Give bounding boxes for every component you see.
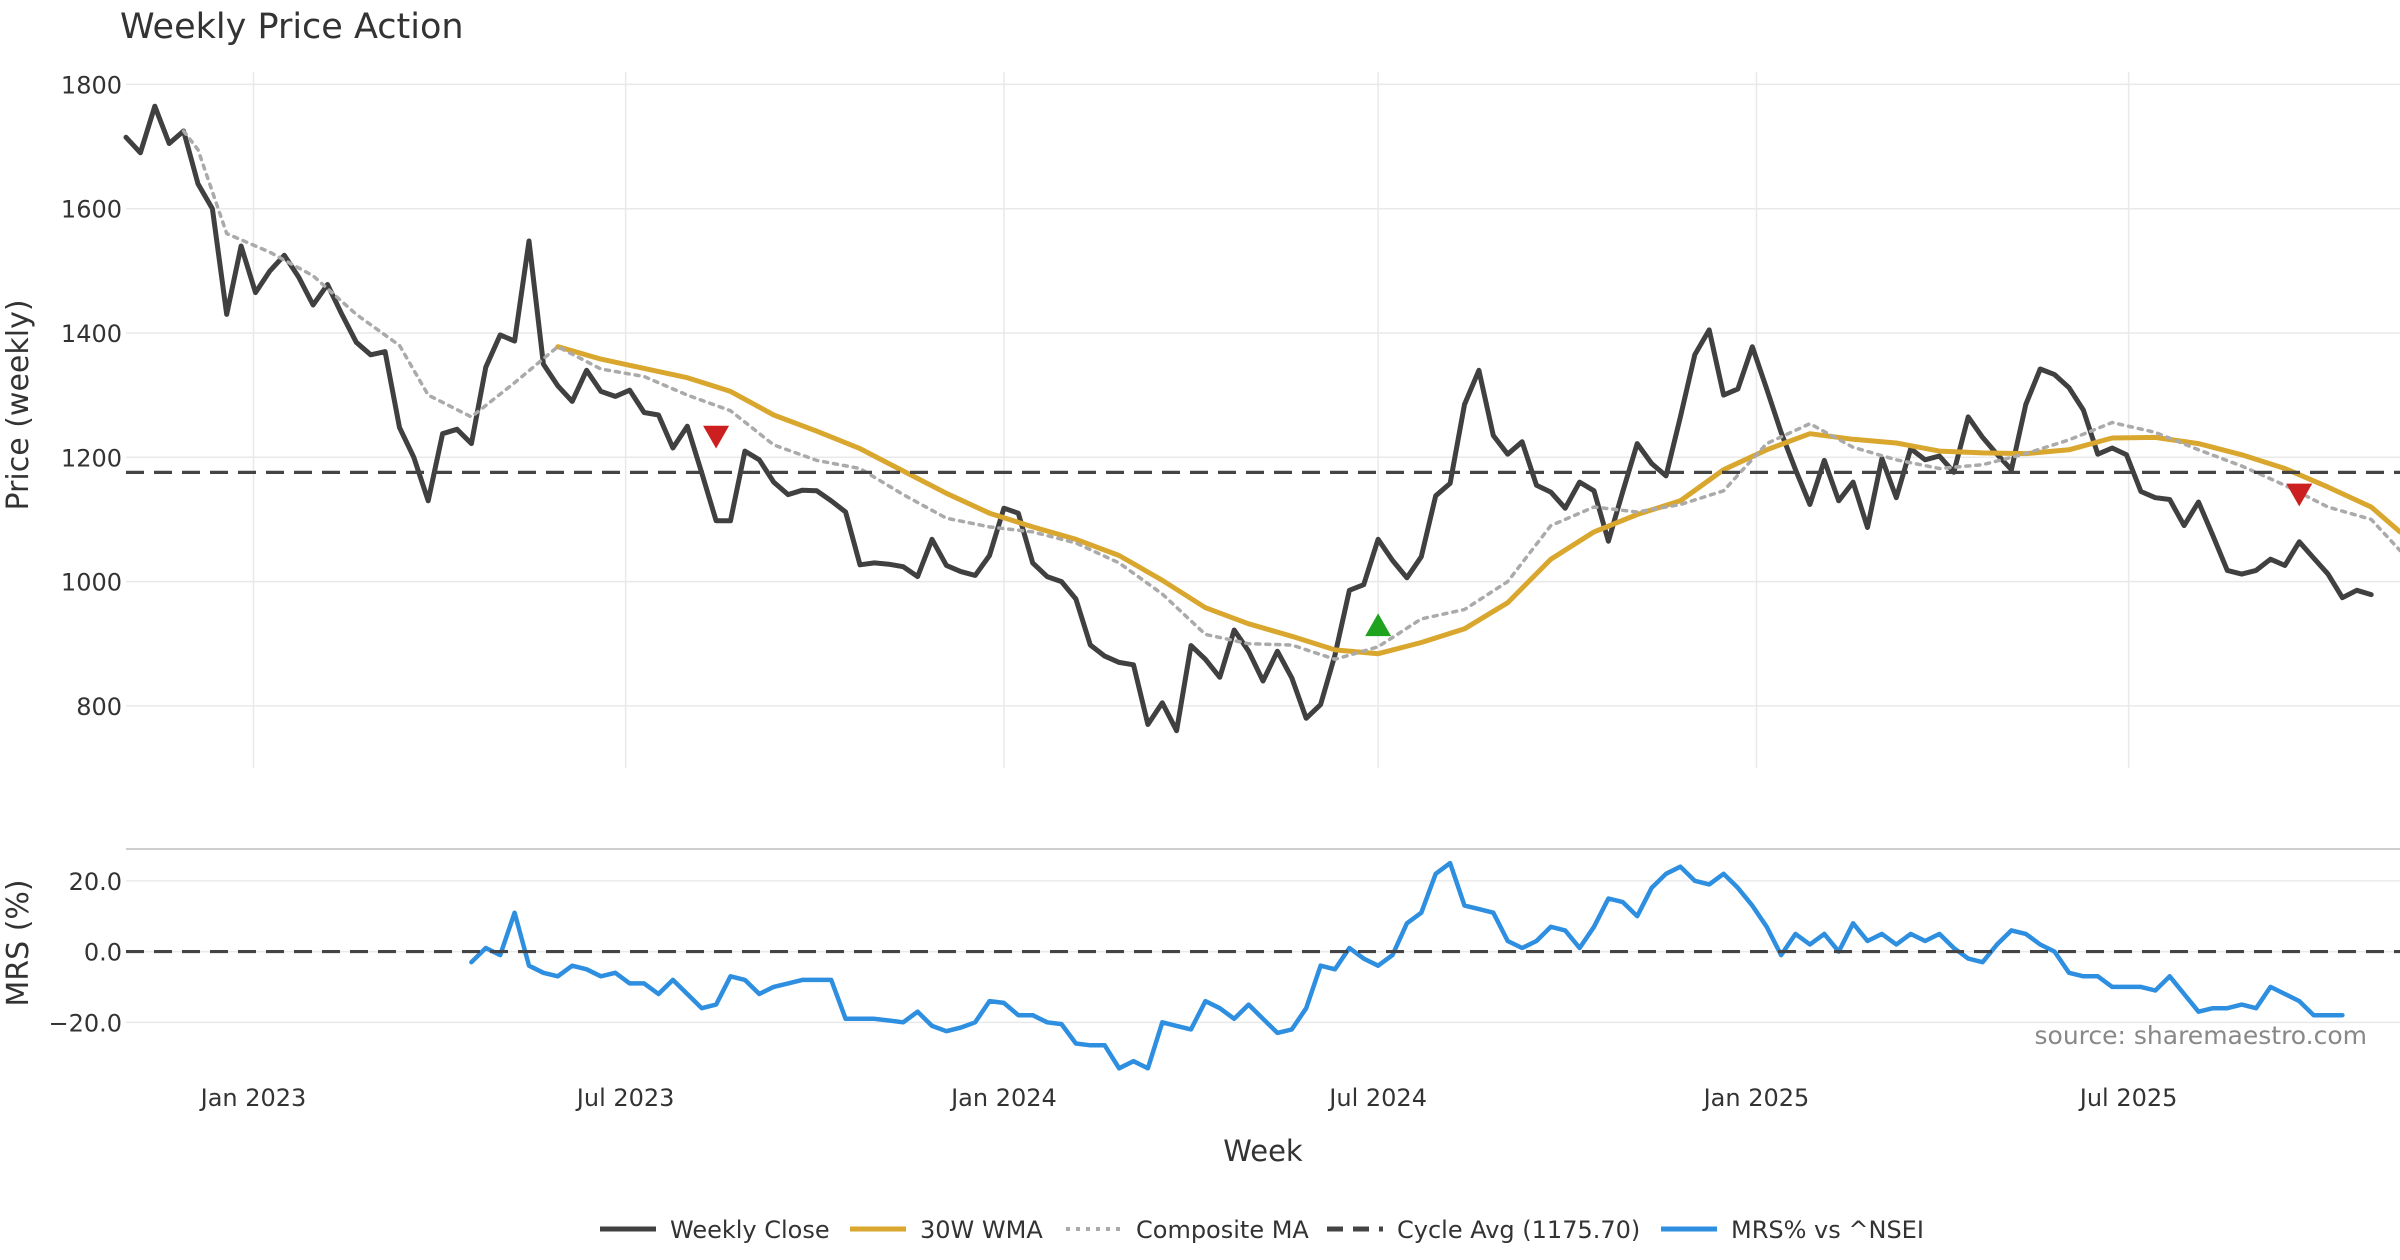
series-30w-wma [555, 344, 2400, 657]
y-tick-20-0: −20.0 [48, 1009, 122, 1037]
signal-markers [703, 425, 2313, 637]
sell-signal-marker-3 [2286, 483, 2313, 507]
y-tick-800: 800 [76, 693, 122, 721]
price-y-label: Price (weekly) [1, 299, 36, 510]
legend-label-cycle-avg-1175-70: Cycle Avg (1175.70) [1397, 1216, 1640, 1244]
source-note: source: sharemaestro.com [2035, 1021, 2368, 1050]
series-weekly-close [123, 103, 2374, 734]
x-tick-jul-2024: Jul 2024 [1327, 1084, 1427, 1112]
price-series [123, 103, 2400, 734]
buy-signal-marker-2 [1365, 613, 1392, 637]
legend: Weekly Close 30W WMA Composite MA Cycle Avg… [600, 1216, 1924, 1244]
legend-label-composite-ma: Composite MA [1136, 1216, 1309, 1244]
legend-label-weekly-close: Weekly Close [670, 1216, 830, 1244]
y-tick-1800: 1800 [61, 71, 122, 99]
y-tick-20-0: 20.0 [69, 868, 122, 896]
mrs-series [126, 860, 2400, 1071]
series-composite-ma [181, 129, 2400, 662]
y-tick-1000: 1000 [61, 569, 122, 597]
price-grid [126, 72, 2400, 768]
chart-title: Weekly Price Action [120, 7, 464, 47]
series-mrs-vs-nsei [469, 860, 2345, 1071]
mrs-y-ticks: 20.0 0.0 −20.0 [48, 868, 122, 1037]
x-tick-jul-2023: Jul 2023 [575, 1084, 675, 1112]
x-tick-jan-2025: Jan 2025 [1702, 1084, 1810, 1112]
y-tick-0-0: 0.0 [84, 939, 122, 967]
sell-signal-marker-1 [703, 425, 730, 449]
y-tick-1200: 1200 [61, 444, 122, 472]
x-tick-jan-2024: Jan 2024 [949, 1084, 1057, 1112]
x-tick-jul-2025: Jul 2025 [2078, 1084, 2178, 1112]
mrs-y-label: MRS (%) [1, 879, 36, 1006]
price-y-ticks: 800 1000 1200 1400 1600 1800 [61, 71, 122, 720]
x-axis-label: Week [1223, 1134, 1303, 1168]
legend-label-30w-wma: 30W WMA [920, 1216, 1043, 1244]
y-tick-1600: 1600 [61, 196, 122, 224]
legend-label-mrs-vs-nsei: MRS% vs ^NSEI [1731, 1216, 1924, 1244]
y-tick-1400: 1400 [61, 320, 122, 348]
x-ticks: Jan 2023 Jul 2023 Jan 2024 Jul 2024 Jan 2025… [199, 1084, 2178, 1112]
x-tick-jan-2023: Jan 2023 [199, 1084, 307, 1112]
